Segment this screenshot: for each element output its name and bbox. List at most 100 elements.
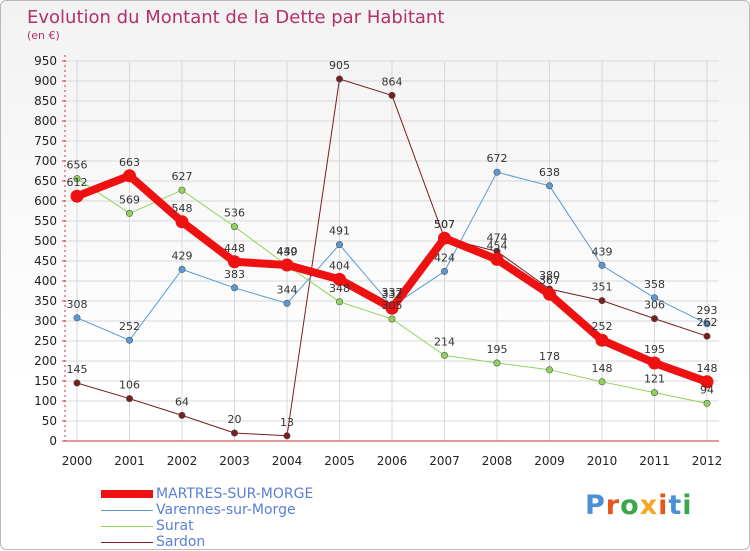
data-point [595, 333, 609, 347]
chart-subtitle: (en €) [27, 29, 60, 42]
x-tick-label: 2002 [167, 454, 198, 468]
data-label: 348 [329, 282, 350, 295]
data-label: 351 [592, 281, 613, 294]
data-label: 358 [644, 278, 665, 291]
x-tick-label: 2012 [692, 454, 723, 468]
legend-item: Surat [101, 518, 361, 535]
data-label: 145 [67, 363, 88, 376]
legend-label: Varennes-sur-Morge [156, 502, 296, 518]
data-point [545, 182, 553, 190]
x-tick-label: 2003 [219, 454, 250, 468]
data-label: 148 [697, 362, 718, 375]
data-label: 672 [487, 152, 508, 165]
data-label: 656 [67, 159, 88, 172]
data-point [228, 255, 241, 269]
y-tick-label: 50 [42, 414, 57, 428]
data-point [650, 294, 658, 302]
data-point [598, 378, 606, 386]
logo-letter: t [668, 490, 683, 521]
data-label: 337 [382, 286, 403, 299]
y-tick-label: 500 [34, 234, 57, 248]
data-point [333, 272, 346, 286]
data-point [440, 267, 448, 275]
data-point [335, 298, 343, 306]
data-label: 252 [592, 320, 613, 333]
data-label: 383 [224, 268, 245, 281]
data-point [335, 241, 343, 249]
data-label: 332 [382, 288, 403, 301]
y-tick-label: 800 [34, 114, 57, 128]
y-tick-label: 0 [49, 434, 57, 448]
data-label: 448 [224, 242, 245, 255]
y-tick-label: 550 [34, 214, 57, 228]
data-point [700, 375, 714, 389]
data-label: 454 [487, 239, 508, 252]
data-label: 305 [382, 299, 403, 312]
data-point [598, 261, 606, 269]
data-point [231, 429, 239, 437]
data-point [493, 359, 501, 367]
data-label: 64 [175, 395, 189, 408]
data-label: 178 [539, 350, 560, 363]
y-tick-label: 600 [34, 194, 57, 208]
y-tick-label: 650 [34, 174, 57, 188]
chart-title: Evolution du Montant de la Dette par Hab… [27, 7, 445, 28]
y-tick-label: 100 [34, 394, 57, 408]
data-point [73, 379, 81, 387]
data-label: 439 [277, 245, 298, 258]
data-point [178, 186, 186, 194]
data-point [123, 169, 136, 183]
data-label: 627 [172, 170, 193, 183]
data-point [490, 252, 504, 266]
data-point [545, 366, 553, 374]
legend-swatch [101, 542, 153, 543]
proxiti-logo: Proxiti [585, 490, 693, 521]
data-label: 13 [280, 416, 294, 429]
data-point [493, 168, 501, 176]
y-tick-label: 850 [34, 94, 57, 108]
data-label: 440 [277, 245, 298, 258]
data-point [438, 231, 451, 245]
y-tick-label: 750 [34, 134, 57, 148]
data-label: 121 [644, 373, 665, 386]
data-point [388, 315, 396, 323]
data-label: 663 [119, 156, 140, 169]
legend-swatch [101, 510, 153, 511]
logo-letter: r [605, 490, 621, 521]
legend-swatch [101, 490, 153, 498]
data-point [598, 297, 606, 305]
data-label: 94 [700, 383, 714, 396]
data-point [385, 301, 399, 315]
data-point [70, 189, 84, 203]
legend-swatch [101, 526, 153, 527]
data-label: 507 [434, 218, 455, 231]
data-point [175, 215, 189, 229]
data-point [231, 223, 239, 231]
y-tick-label: 350 [34, 294, 57, 308]
x-tick-label: 2001 [114, 454, 145, 468]
data-label: 293 [697, 304, 718, 317]
data-point [648, 356, 661, 370]
data-point [73, 314, 81, 322]
data-point [73, 175, 81, 183]
data-label: 308 [67, 298, 88, 311]
data-label: 380 [539, 269, 560, 282]
x-tick-label: 2008 [482, 454, 513, 468]
data-point [703, 320, 711, 328]
data-point [388, 91, 396, 99]
data-label: 214 [434, 335, 455, 348]
data-label: 429 [172, 249, 193, 262]
data-label: 344 [277, 283, 298, 296]
data-point [126, 395, 134, 403]
y-tick-label: 950 [34, 54, 57, 68]
logo-letter: i [658, 490, 669, 521]
data-label: 536 [224, 207, 245, 220]
y-tick-label: 450 [34, 254, 57, 268]
data-point [650, 389, 658, 397]
data-point [440, 351, 448, 359]
data-label: 569 [119, 193, 140, 206]
logo-letter: i [682, 490, 693, 521]
legend-label: Surat [156, 518, 194, 534]
